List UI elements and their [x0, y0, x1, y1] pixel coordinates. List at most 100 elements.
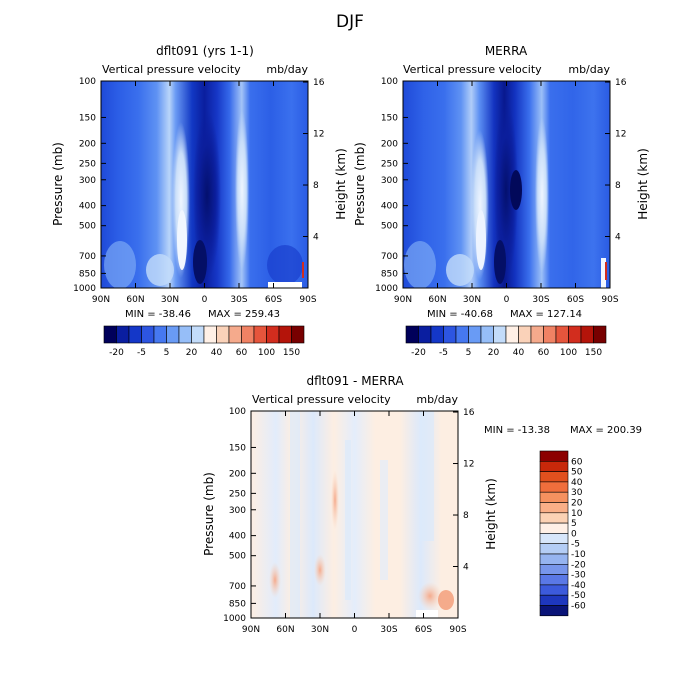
colorbar-swatch — [493, 325, 507, 344]
y-axis-label: Pressure (mb) — [51, 142, 65, 226]
colorbar-swatch — [116, 325, 130, 344]
y-tick-label: 200 — [229, 469, 246, 479]
colorbar-swatch — [539, 450, 569, 462]
x-tick-label: 90N — [394, 295, 412, 305]
y-tick-label: 1000 — [73, 284, 96, 294]
colorbar-swatch — [518, 325, 532, 344]
x-tick-label: 30S — [230, 295, 247, 305]
colorbar-label: 40 — [571, 478, 583, 488]
colorbar-label: 100 — [560, 348, 577, 358]
panel-units: mb/day — [416, 393, 458, 406]
colorbar-swatch — [539, 522, 569, 534]
x-tick-label: 0 — [352, 625, 358, 635]
colorbar-swatch — [539, 553, 569, 565]
colorbar-label: 30 — [571, 488, 583, 498]
y-tick-label: 500 — [79, 222, 96, 232]
x-tick-label: 30N — [161, 295, 179, 305]
y-tick-label: 300 — [229, 506, 246, 516]
colorbar-swatch — [153, 325, 167, 344]
panel-units: mb/day — [266, 63, 308, 76]
y-axis-height: 16 12 8 4 — [605, 78, 627, 243]
x-tick-label: 60N — [276, 625, 294, 635]
y-axis-height: 16 12 8 4 — [453, 408, 475, 573]
colorbar-swatch — [166, 325, 180, 344]
y-right-tick-label: 4 — [463, 563, 469, 573]
y-right-tick-label: 8 — [463, 511, 469, 521]
colorbar-swatch — [203, 325, 217, 344]
x-axis: 90N 60N 30N 0 30S 60S 90S — [242, 411, 467, 635]
colorbar-swatch — [191, 325, 205, 344]
y-tick-label: 1000 — [375, 284, 398, 294]
colorbar-swatch — [539, 574, 569, 586]
chart-panel-difference: dflt091 - MERRA Vertical pressure veloci… — [202, 374, 642, 635]
y-tick-label: 200 — [79, 139, 96, 149]
colorbar-swatch — [539, 584, 569, 596]
y-tick-label: 500 — [381, 222, 398, 232]
colorbar-swatch — [539, 594, 569, 606]
colorbar-swatch — [278, 325, 292, 344]
colorbar-label: 20 — [186, 348, 198, 358]
colorbar-label: 10 — [571, 509, 583, 519]
min-label: MIN = -38.46 — [125, 309, 191, 320]
y-axis-height: 16 12 8 4 — [303, 78, 325, 243]
y-tick-label: 400 — [381, 202, 398, 212]
colorbar-swatch — [455, 325, 469, 344]
colorbar-label: 5 — [164, 348, 170, 358]
y-tick-label: 150 — [79, 113, 96, 123]
y-tick-label: 250 — [79, 159, 96, 169]
colorbar-swatch — [539, 491, 569, 503]
y-right-tick-label: 4 — [313, 233, 319, 243]
colorbar-swatch — [291, 325, 305, 344]
y-tick-label: 250 — [381, 159, 398, 169]
x-tick-label: 90S — [601, 295, 618, 305]
min-label: MIN = -13.38 — [484, 425, 550, 436]
x-tick-label: 30S — [532, 295, 549, 305]
panel-title: dflt091 (yrs 1-1) — [156, 44, 254, 58]
y-tick-label: 850 — [79, 269, 96, 279]
y-tick-label: 700 — [381, 252, 398, 262]
x-tick-label: 30N — [463, 295, 481, 305]
y-tick-label: 700 — [229, 582, 246, 592]
colorbar-swatch — [253, 325, 267, 344]
page-title: DJF — [336, 12, 364, 32]
colorbar-swatch — [543, 325, 557, 344]
y-right-tick-label: 8 — [615, 181, 621, 191]
colorbar-swatch — [480, 325, 494, 344]
chart-panel-merra: MERRA Vertical pressure velocity mb/day … — [353, 44, 650, 358]
colorbar-swatch — [443, 325, 457, 344]
colorbar-label: 60 — [538, 348, 550, 358]
x-tick-label: 30S — [380, 625, 397, 635]
y-tick-label: 850 — [381, 269, 398, 279]
colorbar-label: 60 — [236, 348, 248, 358]
chart-panel-model: dflt091 (yrs 1-1) Vertical pressure velo… — [51, 44, 348, 358]
colorbar-swatch — [141, 325, 155, 344]
colorbar-label: -40 — [571, 581, 586, 591]
colorbar-label: -10 — [571, 550, 586, 560]
y-tick-label: 700 — [79, 252, 96, 262]
colorbar-swatch — [103, 325, 117, 344]
y-axis-label-right: Height (km) — [636, 148, 650, 219]
y-tick-label: 100 — [229, 407, 246, 417]
colorbar-label: -5 — [571, 540, 580, 550]
colorbar-swatch — [539, 460, 569, 472]
x-tick-label: 60N — [126, 295, 144, 305]
colorbar-label: -50 — [571, 591, 586, 601]
x-axis: 90N 60N 30N 0 30S 60S 90S — [92, 81, 317, 305]
panel-subtitle: Vertical pressure velocity — [252, 393, 391, 406]
panel-subtitle: Vertical pressure velocity — [102, 63, 241, 76]
x-tick-label: 90S — [449, 625, 466, 635]
x-tick-label: 60S — [567, 295, 584, 305]
colorbar-label: 0 — [571, 529, 577, 539]
colorbar-swatch — [418, 325, 432, 344]
colorbar-label: 60 — [571, 457, 583, 467]
max-label: MAX = 259.43 — [208, 309, 280, 320]
colorbar-swatch — [228, 325, 242, 344]
colorbar-swatch — [128, 325, 142, 344]
x-tick-label: 0 — [202, 295, 208, 305]
x-tick-label: 30N — [311, 625, 329, 635]
colorbar-swatch — [505, 325, 519, 344]
x-tick-label: 90S — [299, 295, 316, 305]
colorbar-swatch — [216, 325, 230, 344]
y-tick-label: 400 — [79, 202, 96, 212]
